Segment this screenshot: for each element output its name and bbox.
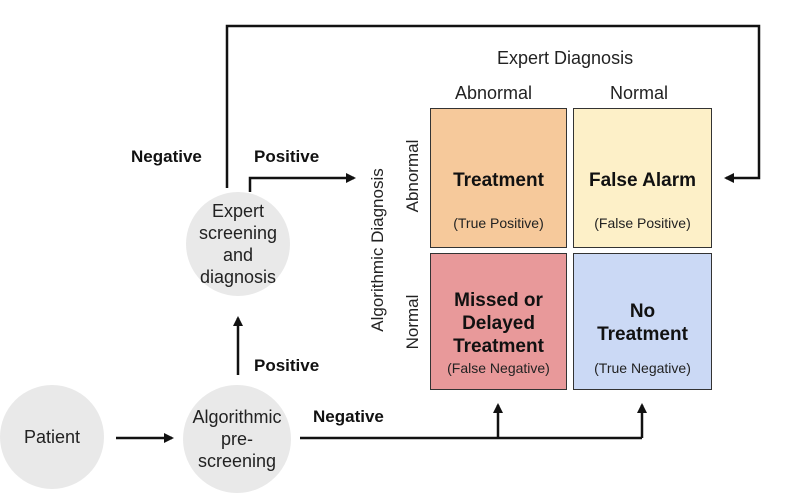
false-positive-sub: (False Positive) bbox=[594, 215, 691, 231]
negative-top-label: Negative bbox=[131, 147, 202, 166]
true-negative-cell: No Treatment (True Negative) bbox=[573, 253, 712, 390]
negative-bottom-label: Negative bbox=[313, 407, 384, 426]
expert-label-3: diagnosis bbox=[199, 267, 277, 287]
false-positive-title: False Alarm bbox=[588, 170, 696, 191]
false-negative-title-2: Delayed bbox=[462, 313, 535, 334]
expert-label-1: Expert bbox=[211, 201, 265, 221]
arrow-expert-negative bbox=[225, 24, 761, 188]
expert-label-2: screening and bbox=[198, 223, 278, 265]
expert-diagnosis-header: Expert Diagnosis bbox=[497, 48, 634, 68]
true-negative-title-2: Treatment bbox=[597, 324, 688, 345]
true-positive-cell: Treatment (True Positive) bbox=[430, 108, 567, 248]
true-negative-sub: (True Negative) bbox=[594, 360, 691, 376]
algorithmic-label-1: Algorithmic bbox=[192, 407, 282, 427]
positive-top-label: Positive bbox=[254, 147, 320, 166]
false-negative-title-3: Treatment bbox=[453, 336, 544, 357]
patient-label: Patient bbox=[23, 427, 81, 447]
expert-screening-node: Expert screening and diagnosis bbox=[186, 192, 290, 296]
algorithmic-label-2: pre-screening bbox=[197, 429, 277, 471]
expert-abnormal-header: Abnormal bbox=[455, 83, 533, 103]
algorithmic-prescreening-node: Algorithmic pre-screening bbox=[183, 385, 291, 493]
true-negative-title-1: No bbox=[629, 301, 656, 322]
false-positive-cell: False Alarm (False Positive) bbox=[573, 108, 712, 248]
false-negative-title-1: Missed or bbox=[454, 290, 543, 311]
false-negative-cell: Missed or Delayed Treatment (False Negat… bbox=[430, 253, 567, 390]
true-positive-sub: (True Positive) bbox=[453, 215, 544, 231]
algorithmic-diagnosis-header: Algorithmic Diagnosis bbox=[368, 168, 387, 332]
expert-normal-header: Normal bbox=[610, 83, 669, 103]
positive-mid-label: Positive bbox=[254, 356, 320, 375]
arrow-expert-positive bbox=[248, 173, 356, 192]
algorithmic-normal-header: Normal bbox=[403, 294, 422, 350]
patient-node: Patient bbox=[0, 385, 104, 489]
algorithmic-abnormal-header: Abnormal bbox=[403, 139, 422, 213]
true-positive-title: Treatment bbox=[453, 170, 544, 191]
false-negative-sub: (False Negative) bbox=[447, 360, 550, 376]
